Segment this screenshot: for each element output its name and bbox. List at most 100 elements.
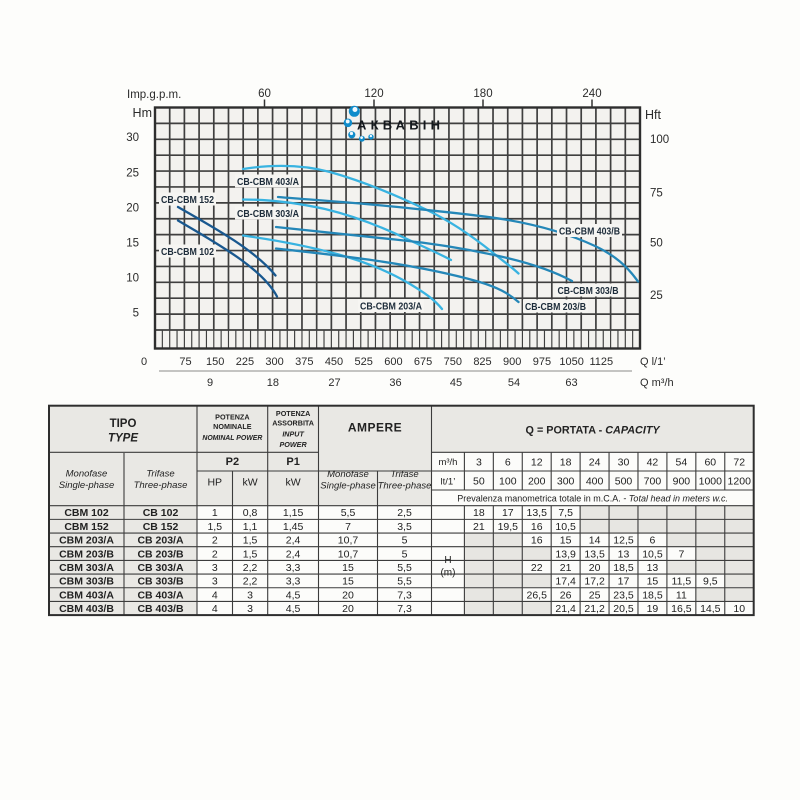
svg-text:700: 700 [644, 476, 662, 488]
svg-text:11,5: 11,5 [672, 576, 692, 588]
svg-text:0: 0 [141, 356, 147, 368]
svg-text:10,7: 10,7 [338, 548, 359, 560]
svg-text:1050: 1050 [559, 356, 583, 368]
svg-text:1,1: 1,1 [243, 521, 258, 533]
svg-text:4,5: 4,5 [286, 589, 301, 601]
svg-text:CBM 203/B: CBM 203/B [59, 548, 114, 560]
svg-text:Monofase: Monofase [66, 469, 108, 480]
svg-text:1,5: 1,5 [243, 548, 258, 560]
svg-text:200: 200 [528, 476, 546, 488]
svg-text:18: 18 [560, 457, 572, 469]
svg-text:CB-CBM 152: CB-CBM 152 [161, 195, 214, 206]
svg-text:17: 17 [502, 507, 514, 519]
svg-text:50: 50 [473, 476, 485, 488]
svg-text:18,5: 18,5 [613, 562, 634, 574]
svg-text:72: 72 [733, 457, 745, 469]
svg-text:CBM 102: CBM 102 [64, 507, 109, 519]
svg-text:3: 3 [247, 603, 253, 615]
svg-text:15: 15 [560, 535, 572, 547]
svg-text:4,5: 4,5 [286, 603, 301, 615]
svg-text:Three-phase: Three-phase [134, 480, 188, 491]
svg-text:2,5: 2,5 [397, 507, 412, 519]
svg-text:1125: 1125 [589, 356, 613, 368]
svg-text:100: 100 [499, 476, 517, 488]
svg-text:5,5: 5,5 [341, 507, 356, 519]
svg-text:20: 20 [589, 562, 601, 574]
svg-text:2: 2 [212, 548, 218, 560]
svg-text:10,7: 10,7 [338, 535, 359, 547]
svg-text:60: 60 [704, 457, 716, 469]
svg-text:6: 6 [650, 535, 656, 547]
svg-text:16,5: 16,5 [671, 603, 692, 615]
svg-text:CB 203/A: CB 203/A [137, 535, 184, 547]
svg-text:25: 25 [589, 589, 601, 601]
svg-text:19: 19 [647, 603, 659, 615]
svg-text:Q l/1’: Q l/1’ [640, 356, 666, 368]
svg-text:21: 21 [560, 562, 572, 574]
svg-text:1,15: 1,15 [283, 507, 304, 519]
svg-text:P2: P2 [226, 456, 239, 468]
svg-text:ASSORBITA: ASSORBITA [272, 419, 314, 428]
svg-text:Monofase: Monofase [327, 469, 369, 480]
svg-text:27: 27 [328, 377, 340, 389]
svg-text:36: 36 [389, 377, 401, 389]
svg-text:18: 18 [267, 377, 279, 389]
svg-text:Single-phase: Single-phase [59, 480, 114, 491]
svg-text:54: 54 [676, 457, 688, 469]
svg-text:CBM 403/A: CBM 403/A [59, 589, 114, 601]
svg-text:3,3: 3,3 [286, 562, 301, 574]
svg-text:NOMINAL POWER: NOMINAL POWER [202, 435, 262, 442]
svg-text:13: 13 [618, 548, 630, 560]
svg-text:13: 13 [647, 562, 659, 574]
svg-text:21,2: 21,2 [584, 603, 605, 615]
svg-text:7,3: 7,3 [397, 589, 412, 601]
svg-text:1000: 1000 [699, 476, 723, 488]
svg-text:30: 30 [618, 457, 630, 469]
svg-text:Q m³/h: Q m³/h [640, 377, 674, 389]
svg-text:825: 825 [473, 356, 491, 368]
svg-text:9: 9 [207, 377, 213, 389]
svg-text:9,5: 9,5 [703, 576, 718, 588]
svg-text:240: 240 [582, 88, 601, 100]
svg-text:26: 26 [560, 589, 572, 601]
svg-text:CB-CBM 102: CB-CBM 102 [161, 247, 214, 258]
svg-text:75: 75 [650, 188, 663, 200]
svg-text:Imp.g.p.m.: Imp.g.p.m. [127, 89, 181, 101]
svg-text:15: 15 [647, 576, 659, 588]
svg-text:kW: kW [243, 477, 258, 489]
svg-text:10,5: 10,5 [642, 548, 663, 560]
svg-text:16: 16 [531, 521, 543, 533]
svg-text:5: 5 [402, 548, 408, 560]
svg-text:900: 900 [503, 356, 521, 368]
svg-text:22: 22 [531, 562, 543, 574]
svg-text:CB 303/A: CB 303/A [137, 562, 184, 574]
svg-text:19,5: 19,5 [498, 521, 519, 533]
svg-text:3: 3 [476, 457, 482, 469]
svg-text:11: 11 [676, 589, 687, 601]
svg-text:20,5: 20,5 [613, 603, 634, 615]
svg-text:7,5: 7,5 [558, 507, 573, 519]
svg-text:CB-CBM 403/B: CB-CBM 403/B [559, 226, 620, 237]
svg-text:2,4: 2,4 [286, 548, 301, 560]
svg-text:HP: HP [207, 477, 222, 489]
svg-text:20: 20 [342, 589, 354, 601]
svg-text:3: 3 [212, 562, 218, 574]
svg-text:POTENZA: POTENZA [215, 413, 249, 422]
svg-text:2: 2 [212, 535, 218, 547]
svg-text:525: 525 [355, 356, 373, 368]
svg-text:4: 4 [212, 589, 218, 601]
svg-text:3: 3 [212, 576, 218, 588]
svg-text:CB-CBM 203/B: CB-CBM 203/B [525, 302, 586, 313]
svg-text:Hft: Hft [645, 108, 662, 122]
svg-text:21: 21 [473, 521, 485, 533]
svg-text:1: 1 [212, 507, 218, 519]
svg-text:CBM 152: CBM 152 [64, 521, 109, 533]
svg-text:Hm: Hm [133, 106, 152, 120]
svg-text:Trifase: Trifase [390, 469, 418, 480]
svg-text:42: 42 [647, 457, 659, 469]
svg-text:NOMINALE: NOMINALE [213, 422, 252, 431]
svg-text:(m): (m) [440, 568, 455, 579]
svg-text:400: 400 [586, 476, 604, 488]
svg-text:21,4: 21,4 [555, 603, 576, 615]
svg-text:25: 25 [650, 290, 663, 302]
